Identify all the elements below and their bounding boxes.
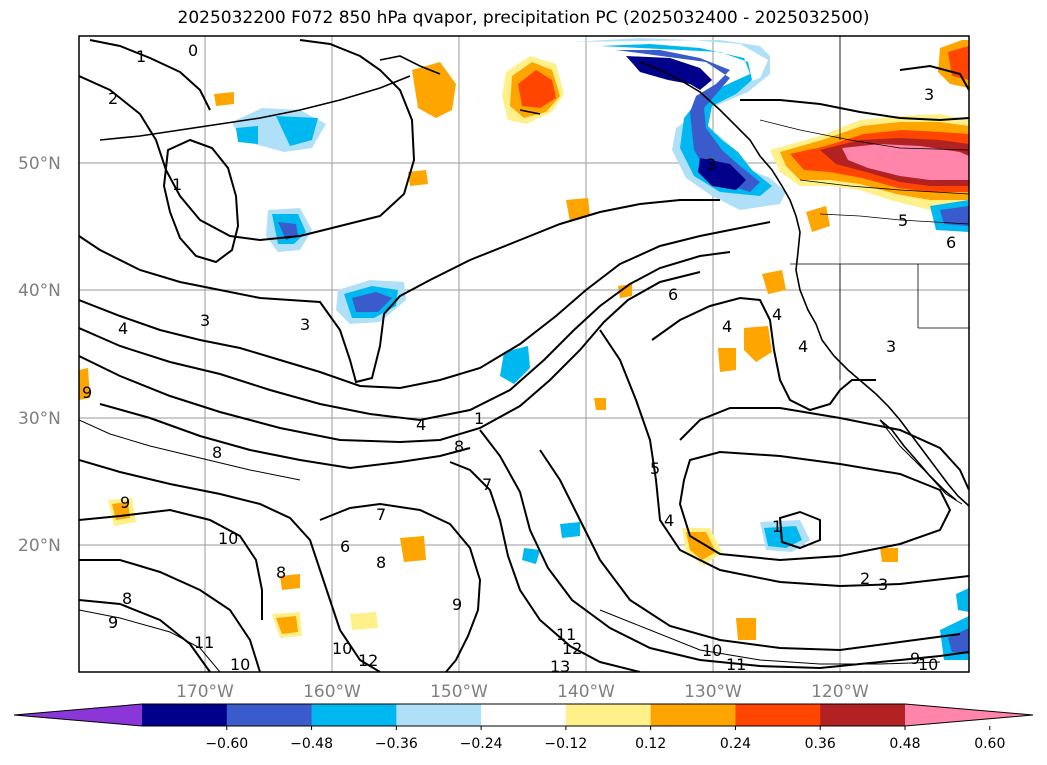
contour-label: 8 [212, 443, 222, 462]
contour-label: 3 [878, 575, 888, 594]
contour-label: 12 [562, 639, 582, 658]
colorbar-segment [481, 704, 567, 726]
lon-label: 120°W [811, 682, 869, 700]
contour-label: 3 [706, 155, 716, 174]
contour-label: 9 [108, 613, 118, 632]
contour-label: 9 [910, 649, 920, 668]
contour-label: 12 [358, 651, 378, 670]
contour-label: 4 [798, 337, 808, 356]
borders [759, 36, 969, 380]
lon-label: 170°W [176, 682, 234, 700]
colorbar-extend-low [14, 704, 142, 726]
lon-label: 140°W [557, 682, 615, 700]
lon-label: 160°W [303, 682, 361, 700]
longitude-axis: 170°W 160°W 150°W 140°W 130°W 120°W [176, 682, 869, 700]
contour-label: 9 [82, 383, 92, 402]
contour-label: 1 [772, 517, 782, 536]
colorbar-segment [650, 704, 736, 726]
contour-label: 3 [300, 315, 310, 334]
lat-label: 30°N [18, 409, 61, 429]
colorbar-tick-label: 0.48 [889, 736, 920, 752]
contour-labels: 1 0 2 1 3 3 4 3 6 4 4 4 3 5 3 9 8 4 1 8 … [82, 41, 956, 676]
colorbar-segment [396, 704, 482, 726]
contour-label: 3 [200, 311, 210, 330]
lat-label: 20°N [18, 536, 61, 556]
contour-label: 1 [136, 47, 146, 66]
contour-label: 6 [668, 285, 678, 304]
contour-label: 8 [276, 563, 286, 582]
contour-label: 9 [452, 595, 462, 614]
colorbar-ticks: −0.60 −0.48 −0.36 −0.24 −0.12 0.12 0.24 0.36 0.4… [205, 726, 1005, 752]
contour-label: 7 [482, 475, 492, 494]
contour-label: 3 [924, 85, 934, 104]
colorbar-segment [226, 704, 313, 726]
colorbar-tick-label: −0.36 [375, 736, 418, 752]
contour-label: 4 [664, 511, 674, 530]
colorbar-segment [820, 704, 906, 726]
colorbar-tick-label: −0.12 [544, 736, 587, 752]
contour-label: 10 [702, 641, 722, 660]
contour-label: 8 [454, 437, 464, 456]
lon-label: 130°W [684, 682, 742, 700]
lat-label: 40°N [18, 281, 61, 301]
contour-label: 4 [722, 317, 732, 336]
contour-label: 8 [122, 589, 132, 608]
lon-label: 150°W [430, 682, 488, 700]
contour-label: 10 [332, 639, 352, 658]
contour-label: 4 [416, 415, 426, 434]
colorbar-tick-label: 0.36 [805, 736, 836, 752]
contour-label: 8 [376, 553, 386, 572]
qvapor-contours [79, 39, 969, 672]
colorbar-extend-high [905, 704, 1033, 726]
map-panel: 1 0 2 1 3 3 4 3 6 4 4 4 3 5 3 9 8 4 1 8 … [18, 35, 970, 700]
colorbar-tick-label: 0.12 [635, 736, 666, 752]
contour-label: 10 [918, 655, 938, 674]
colorbar-tick-label: 0.60 [974, 736, 1005, 752]
colorbar-segment [735, 704, 821, 726]
contour-label: 2 [108, 89, 118, 108]
contour-label: 2 [860, 569, 870, 588]
contour-label: 6 [340, 537, 350, 556]
qvapor-thin-contours [79, 419, 963, 672]
contour-label: 7 [376, 505, 386, 524]
contour-label: 4 [118, 319, 128, 338]
contour-label: 11 [194, 633, 214, 652]
contour-label: 1 [474, 409, 484, 428]
colorbar-segment [565, 704, 652, 726]
contour-label: 3 [886, 337, 896, 356]
precip-shading [79, 38, 969, 660]
contour-label: 5 [650, 459, 660, 478]
contour-label: 0 [188, 41, 198, 60]
contour-label: 10 [218, 529, 238, 548]
contour-label: 9 [120, 493, 130, 512]
contour-label: 10 [230, 655, 250, 674]
colorbar-segment [142, 704, 228, 726]
colorbar-segment [311, 704, 397, 726]
figure-title: 2025032200 F072 850 hPa qvapor, precipit… [177, 8, 870, 28]
lat-label: 50°N [18, 154, 61, 174]
contour-label: 1 [172, 175, 182, 194]
colorbar-outline [13, 703, 1034, 727]
contour-label: 6 [946, 233, 956, 252]
contour-label: 4 [772, 305, 782, 324]
colorbar-tick-label: −0.60 [205, 736, 248, 752]
coastline [99, 55, 969, 507]
colorbar-segments [13, 703, 1034, 727]
map-frame [78, 35, 970, 673]
contour-label: 13 [550, 657, 570, 676]
contour-label: 5 [898, 211, 908, 230]
colorbar-tick-label: −0.48 [290, 736, 333, 752]
contour-label: 11 [726, 655, 746, 674]
colorbar-tick-label: 0.24 [720, 736, 751, 752]
contour-label: 11 [556, 625, 576, 644]
latitude-axis: 50°N 40°N 30°N 20°N [18, 154, 61, 556]
colorbar-tick-label: −0.24 [460, 736, 503, 752]
